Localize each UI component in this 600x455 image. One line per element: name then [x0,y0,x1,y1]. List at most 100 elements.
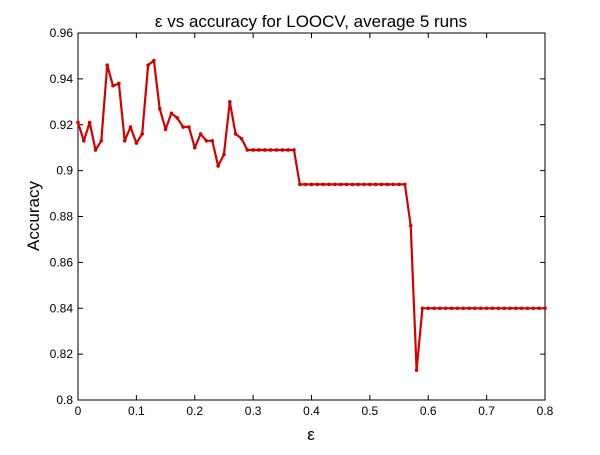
data-point [519,306,524,311]
x-tick-label: 0.3 [245,404,262,418]
data-point [525,306,530,311]
data-point [438,306,442,311]
data-point [443,306,448,311]
data-point [76,120,80,125]
data-point [181,125,185,129]
data-point [432,306,436,311]
data-point [385,182,390,187]
data-point [467,306,471,311]
data-point [204,139,209,143]
data-point [502,306,506,311]
data-point [338,182,343,187]
data-point [414,368,419,372]
x-tick-label: 0 [75,404,82,418]
x-tick-label: 0.5 [362,404,379,418]
data-point [286,148,290,152]
plot-area: 0 0.1 0.2 0.3 0.4 0.5 0.6 0.7 0.8 0.8 0.82 0.84 0.86… [50,26,554,418]
data-point [368,182,372,187]
y-tick-label: 0.94 [50,72,74,86]
data-point [356,182,361,187]
data-point [379,182,384,187]
data-point [344,182,349,187]
data-point [169,111,174,116]
data-point [508,306,512,311]
data-point [87,120,92,125]
data-point [298,182,302,187]
data-point [198,132,203,136]
data-point [99,139,104,143]
data-point [82,139,86,143]
x-tick-label: 0.7 [478,404,495,418]
data-point [274,148,279,152]
data-point [251,148,255,152]
data-point [128,125,133,129]
data-point [152,58,156,63]
data-point [157,106,162,111]
data-point [350,182,355,187]
data-point [490,306,495,311]
y-tick-label: 0.88 [50,210,74,224]
data-point [192,145,197,150]
data-point [105,63,109,67]
data-point [455,306,460,311]
x-tick-label: 0.6 [420,404,437,418]
chart-title: ε vs accuracy for LOOCV, average 5 runs [155,12,467,31]
x-axis-label: ε [307,425,315,444]
data-point [531,306,536,311]
data-point [175,116,180,120]
data-point [537,306,541,311]
data-point [140,132,145,136]
data-point [315,182,320,187]
y-tick-label: 0.96 [50,26,74,40]
data-point [111,83,115,88]
data-point [263,148,267,152]
data-point [210,139,215,143]
plot-frame [77,32,546,401]
data-point [543,306,547,311]
data-point [239,136,244,141]
y-tick-label: 0.86 [50,255,74,269]
data-point [163,127,168,132]
y-tick-label: 0.8 [56,393,73,407]
data-point [333,182,337,187]
y-tick-label: 0.82 [50,347,74,361]
data-point [461,306,466,311]
y-tick-label: 0.92 [50,118,74,132]
data-point [117,81,121,86]
data-point [216,164,220,168]
data-point [187,125,191,129]
y-tick-label: 0.84 [50,301,74,315]
data-point [473,306,477,311]
data-point [292,148,296,152]
data-point [420,306,425,311]
data-point [146,63,150,67]
data-point [245,148,250,152]
x-tick-label: 0.4 [303,404,320,418]
data-point [268,148,273,152]
data-point [233,132,238,136]
x-tick-label: 0.2 [186,404,203,418]
data-point [222,152,226,157]
y-axis-label: Accuracy [24,181,43,251]
data-point [391,182,396,187]
x-tick-label: 0.1 [128,404,145,418]
data-point [280,148,285,152]
data-point [93,148,98,152]
data-point [134,141,139,145]
data-point [496,306,501,311]
data-point [403,182,407,187]
data-point [478,306,483,311]
x-tick-label: 0.8 [537,404,554,418]
data-point [321,182,325,187]
data-point [408,223,413,228]
data-point [227,100,232,104]
data-point [122,139,127,143]
data-point [484,306,489,311]
data-point [449,306,454,311]
data-point [373,182,378,187]
data-point [397,182,401,187]
y-tick-label: 0.9 [56,164,73,178]
data-point [327,182,331,187]
